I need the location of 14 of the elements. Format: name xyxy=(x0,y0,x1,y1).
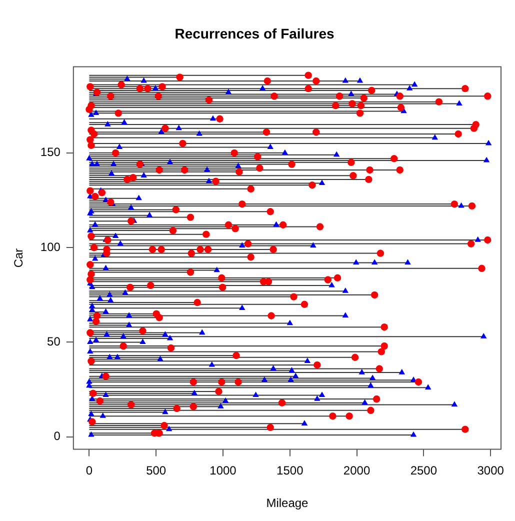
x-tick-label: 3000 xyxy=(477,464,504,478)
x-tick-label: 2500 xyxy=(410,464,438,478)
x-tick-label: 1500 xyxy=(276,464,304,478)
x-axis-title: Mileage xyxy=(266,496,309,510)
chart-title: Recurrences of Failures xyxy=(174,25,334,42)
x-tick-label: 1000 xyxy=(210,464,237,478)
x-tick-label: 0 xyxy=(86,464,93,478)
x-tick-label: 2000 xyxy=(343,464,370,478)
y-tick-label: 100 xyxy=(40,240,61,254)
y-tick-label: 0 xyxy=(54,429,61,444)
x-tick-label: 500 xyxy=(146,464,166,478)
y-tick-label: 150 xyxy=(40,145,61,160)
y-axis-title: Car xyxy=(12,248,26,268)
y-tick-label: 50 xyxy=(47,334,61,349)
